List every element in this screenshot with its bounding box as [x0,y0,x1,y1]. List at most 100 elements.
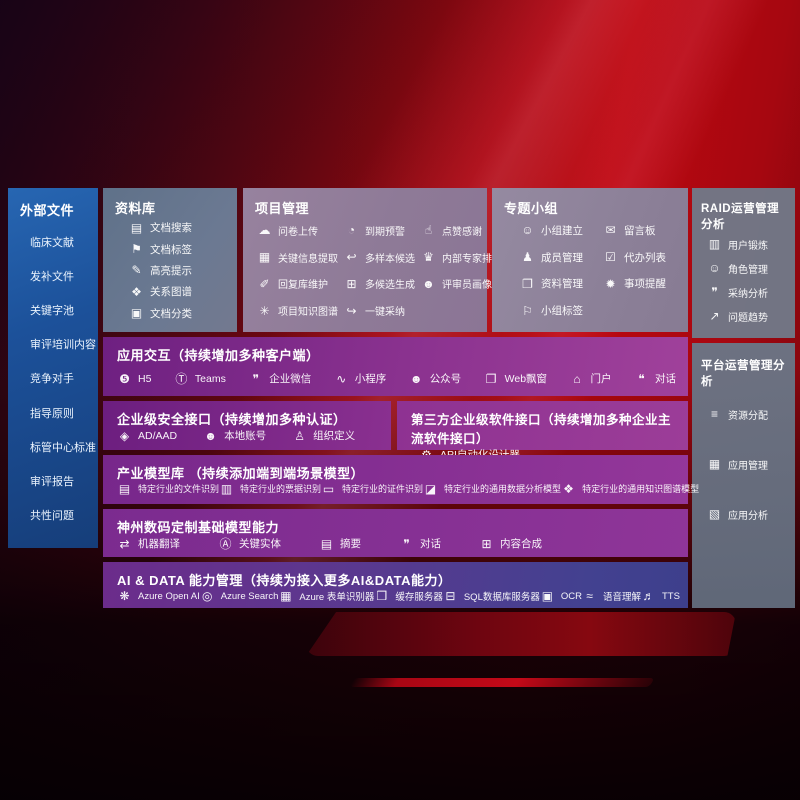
feature-item: ☻ 本地账号 [204,428,267,443]
row-title-custom-models: 神州数码定制基础模型能力 [117,520,280,535]
message-board-icon: ✉ [605,223,616,238]
feature-item: ▥ 特定行业的票据识别 [220,481,322,496]
role-manage-icon: ☺ [708,261,721,275]
file-recognition-icon: ▤ [118,481,131,496]
feature-item: ⇄ 机器翻译 [117,536,180,551]
app-analysis-icon: ▧ [708,507,721,521]
panel-title-raid: RAID运营管理分析 [701,203,780,231]
document-search-icon: ▤ [130,220,143,235]
user-card-icon: ▥ [708,237,721,251]
enterprise-security-row: 企业级安全接口（持续增加多种认证） ◈ AD/AAD ☻ 本地账号 ♙ 组织定义 [103,401,391,450]
group-create-icon: ☺ [521,223,534,238]
feature-item: ♟ 成员管理 [520,250,595,265]
feature-item: ❒ 缓存服务器 [374,589,442,603]
id-card-recognition-icon: ▭ [322,481,335,496]
feature-item: ◈ AD/AAD [117,430,177,442]
feature-item: ⚑ 文档标签 [129,242,227,257]
row-title-ai-data: AI & DATA 能力管理（持续为接入更多AI&DATA能力） [117,573,452,588]
relation-graph-icon: ❖ [131,284,142,299]
azure-search-icon: ◎ [202,589,213,603]
feature-item: ⊞ 多候选生成 [344,276,415,292]
feature-item: ❖ 关系图谱 [129,284,227,299]
knowledge-graph-model-icon: ❖ [563,481,574,496]
ocr-icon: ▣ [541,589,554,603]
official-account-icon: ☻ [409,371,423,386]
platform-analysis-panel: 平台运营管理分析 ≡ 资源分配 ▦ 应用管理 ▧ 应用分析 [692,343,795,608]
feature-item: ✎ 高亮提示 [129,263,227,278]
feature-item: ▤ 文档搜索 [130,220,192,235]
custom-model-items: ⇄ 机器翻译 Ⓐ 关键实体 ▤ 摘要 ❞ 对话 ⊞ 内容合成 [117,536,676,554]
feature-item: ❐ Web飘窗 [484,371,547,386]
qa-analysis-icon: ❞ [711,285,718,299]
library-panel: 资料库 ▤ 文档搜索 ⚑ 文档标签 ✎ 高亮提示 ❖ 关系图谱 ▣ 文档分类 [103,188,237,332]
interaction-items: ❺ H5 Ⓣ Teams ❞ 企业微信 ∿ 小程序 ☻ 公众号 ❐ Web飘窗 [117,371,676,390]
ai-data-capability-row: AI & DATA 能力管理（持续为接入更多AI&DATA能力） ❋ Azure… [103,562,688,608]
multi-sample-icon: ↩ [346,250,357,265]
sidebar-item: 标管中心标准 [30,441,96,454]
cache-server-icon: ❒ [376,589,388,603]
feature-item: ▭ 特定行业的证件识别 [322,481,424,496]
topic-group-items: ☺ 小组建立 ♟ 成员管理 ❐ 资料管理 ⚐ 小组标签 ✉ 留言板 ☑ 代办列表 [504,217,678,324]
feature-item: ❋ Azure Open AI [117,589,199,603]
feature-item: ▣ OCR [541,589,582,603]
feature-item: ⚐ 小组标签 [520,303,595,318]
ad-aad-icon: ◈ [119,428,130,443]
summary-icon: ▤ [320,536,333,551]
wecom-icon: ❞ [252,371,260,386]
panel-title-platform: 平台运营管理分析 [701,360,785,388]
feature-item: Ⓣ Teams [175,371,226,386]
feature-item: ▦ 关键信息提取 [258,250,338,265]
feature-item: ☻ 公众号 [409,371,462,386]
portal-icon: ⌂ [573,371,581,386]
thumbs-up-icon: ☝ [424,223,433,238]
feature-item: ✐ 回复库维护 [257,276,338,292]
raid-items: ▥ 用户锻炼 ☺ 角色管理 ❞ 采纳分析 ↗ 问题趋势 [701,232,789,328]
feature-item: ✳ 项目知识图谱 [257,303,338,319]
sidebar-item: 指导原则 [30,407,74,420]
sidebar-item: 关键字池 [30,305,74,318]
invoice-recognition-icon: ▥ [220,481,233,496]
library-items: ▤ 文档搜索 ⚑ 文档标签 ✎ 高亮提示 ❖ 关系图谱 ▣ 文档分类 [115,217,227,324]
miniprogram-icon: ∿ [336,371,347,386]
key-info-extract-icon: ▦ [258,250,271,265]
feature-item: ❞ 采纳分析 [707,285,789,300]
feature-item: ♙ 组织定义 [292,428,355,443]
project-management-panel: 项目管理 ☁ 问卷上传 ▦ 关键信息提取 ✐ 回复库维护 ✳ 项目知识图谱 ◔ … [243,188,502,332]
reply-library-icon: ✐ [259,276,270,291]
feature-item: ▧ 应用分析 [708,507,768,522]
feature-item: ❺ H5 [117,373,151,385]
project-knowledge-graph-icon: ✳ [259,303,270,318]
app-interaction-row: 应用交互（持续增加多种客户端） ❺ H5 Ⓣ Teams ❞ 企业微信 ∿ 小程… [103,337,688,396]
feature-item: ⊟ SQL数据库服务器 [443,589,540,603]
feature-item: ❞ 对话 [399,536,441,551]
tts-icon: ♬ [642,589,655,603]
resource-allocation-icon: ≡ [710,407,718,421]
row-title-third-party: 第三方企业级软件接口（持续增加多种企业主流软件接口） [411,413,672,446]
sidebar-item: 发补文件 [30,271,74,284]
sidebar-item: 审评报告 [30,475,74,488]
azure-openai-icon: ❋ [119,589,130,603]
html5-icon: ❺ [119,371,130,386]
feature-item: ▦ Azure 表单识别器 [280,589,375,603]
platform-items: ≡ 资源分配 ▦ 应用管理 ▧ 应用分析 [701,389,789,539]
sql-database-icon: ⊟ [445,589,456,603]
feature-item: ☻ 评审员画像 [422,276,492,292]
sidebar-item: 临床文献 [30,237,74,250]
feature-item: ❖ 特定行业的通用知识图谱模型 [561,482,699,495]
raid-analysis-panel: RAID运营管理分析 ▥ 用户锻炼 ☺ 角色管理 ❞ 采纳分析 ↗ 问题趋势 [692,188,795,338]
org-definition-icon: ♙ [294,428,305,443]
feature-item: ◪ 特定行业的通用数据分析模型 [424,481,562,496]
feature-item: ↗ 问题趋势 [707,309,789,324]
reminder-bell-icon: ✹ [605,276,616,291]
material-manage-icon: ❐ [522,276,533,291]
data-analysis-model-icon: ◪ [424,481,437,496]
teams-icon: Ⓣ [175,371,188,386]
feature-item: ≈ 语音理解 [582,589,641,603]
feature-item: ⌂ 门户 [570,371,611,386]
todo-list-icon: ☑ [605,250,616,265]
feature-item: ❞ 企业微信 [248,371,312,386]
expert-rank-icon: ♛ [423,250,434,265]
feature-item: ▣ 文档分类 [130,306,192,321]
